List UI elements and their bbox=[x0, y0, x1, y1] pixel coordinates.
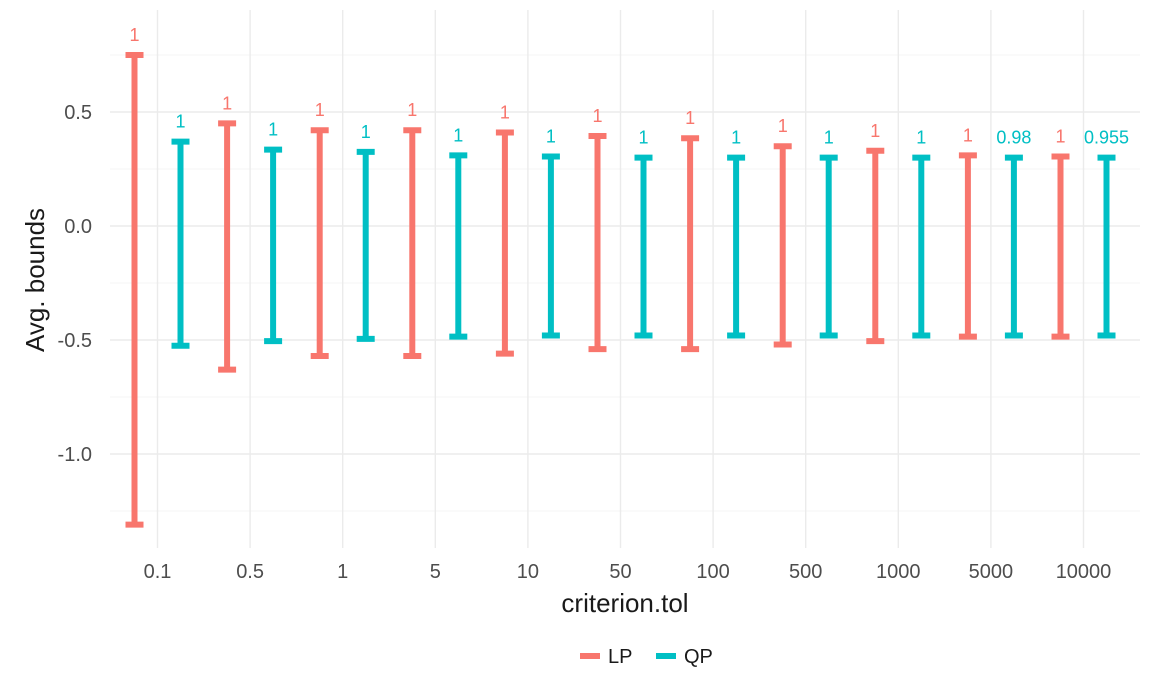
error-bar-lp bbox=[773, 143, 792, 348]
error-bar-lp bbox=[958, 152, 977, 340]
x-tick-labels: 0.1 0.5 1 5 10 50 100 500 1000 5000 10000 bbox=[144, 561, 1112, 583]
bar-value-label: 1 bbox=[315, 100, 325, 120]
error-bar-qp bbox=[727, 154, 746, 339]
error-bar-qp bbox=[541, 153, 560, 339]
bar-value-label: 1 bbox=[500, 103, 510, 123]
x-tick-label: 500 bbox=[789, 561, 822, 583]
bar-value-label: 0.955 bbox=[1084, 128, 1129, 148]
bar-value-label: 1 bbox=[870, 121, 880, 141]
x-tick-label: 10 bbox=[517, 561, 539, 583]
bar-value-label: 1 bbox=[916, 128, 926, 148]
error-bar-lp bbox=[681, 135, 700, 353]
bar-value-label: 1 bbox=[963, 125, 973, 145]
legend-label: LP bbox=[608, 646, 632, 668]
bar-value-label: 1 bbox=[175, 112, 185, 132]
bar-value-label: 1 bbox=[731, 128, 741, 148]
x-tick-label: 0.5 bbox=[236, 561, 264, 583]
legend-item-qp: QP bbox=[656, 646, 713, 668]
bar-value-label: 1 bbox=[129, 25, 139, 45]
error-bar-lp bbox=[125, 52, 144, 528]
bar-value-label: 1 bbox=[222, 93, 232, 113]
legend: LP QP bbox=[580, 646, 713, 668]
bar-value-label: 1 bbox=[824, 128, 834, 148]
bar-value-label: 1 bbox=[685, 108, 695, 128]
bar-value-label: 0.98 bbox=[996, 128, 1031, 148]
bar-value-label: 1 bbox=[361, 122, 371, 142]
y-tick-label: -1.0 bbox=[58, 444, 92, 466]
error-bar-qp bbox=[634, 154, 653, 339]
bar-value-label: 1 bbox=[453, 125, 463, 145]
error-bar-qp bbox=[1097, 154, 1116, 339]
error-bar-qp bbox=[912, 154, 931, 339]
bar-value-label: 1 bbox=[407, 100, 417, 120]
y-tick-label: 0.0 bbox=[64, 216, 92, 238]
grid bbox=[110, 10, 1140, 548]
error-bar-qp bbox=[1004, 154, 1023, 339]
x-tick-label: 100 bbox=[696, 561, 729, 583]
error-bar-lp bbox=[1051, 153, 1070, 340]
error-bar-qp bbox=[264, 146, 283, 345]
error-bar-lp bbox=[310, 127, 329, 359]
bar-value-label: 1 bbox=[778, 116, 788, 136]
x-tick-label: 10000 bbox=[1056, 561, 1112, 583]
x-tick-label: 5 bbox=[430, 561, 441, 583]
x-tick-label: 0.1 bbox=[144, 561, 172, 583]
legend-label: QP bbox=[684, 646, 713, 668]
error-bar-lp bbox=[866, 147, 885, 345]
y-tick-label: 0.5 bbox=[64, 102, 92, 124]
bar-value-label: 1 bbox=[1055, 126, 1065, 146]
error-bar-lp bbox=[588, 132, 607, 353]
y-tick-label: -0.5 bbox=[58, 330, 92, 352]
error-bar-qp bbox=[171, 138, 190, 349]
x-tick-label: 50 bbox=[609, 561, 631, 583]
error-bar-lp bbox=[403, 127, 422, 359]
error-bar-lp bbox=[218, 120, 237, 373]
bar-value-label: 1 bbox=[592, 106, 602, 126]
error-bar-qp bbox=[356, 148, 375, 342]
error-bar-lp bbox=[495, 129, 514, 357]
x-axis-title: criterion.tol bbox=[561, 588, 688, 618]
bar-labels: 1 1 1 1 1 1 1 1 1 1 1 1 1 1 1 1 1 1 1 1 0.98 0.955 bbox=[129, 25, 1129, 148]
bar-value-label: 1 bbox=[268, 120, 278, 140]
y-axis-title: Avg. bounds bbox=[20, 208, 50, 352]
bar-value-label: 1 bbox=[546, 126, 556, 146]
x-tick-label: 1000 bbox=[876, 561, 921, 583]
legend-item-lp: LP bbox=[580, 646, 632, 668]
x-tick-label: 1 bbox=[337, 561, 348, 583]
y-tick-labels: 0.5 0.0 -0.5 -1.0 bbox=[58, 102, 92, 466]
error-bar-qp bbox=[449, 152, 468, 340]
error-bars bbox=[125, 52, 1116, 528]
bar-value-label: 1 bbox=[638, 128, 648, 148]
error-bar-qp bbox=[819, 154, 838, 339]
x-tick-label: 5000 bbox=[969, 561, 1014, 583]
